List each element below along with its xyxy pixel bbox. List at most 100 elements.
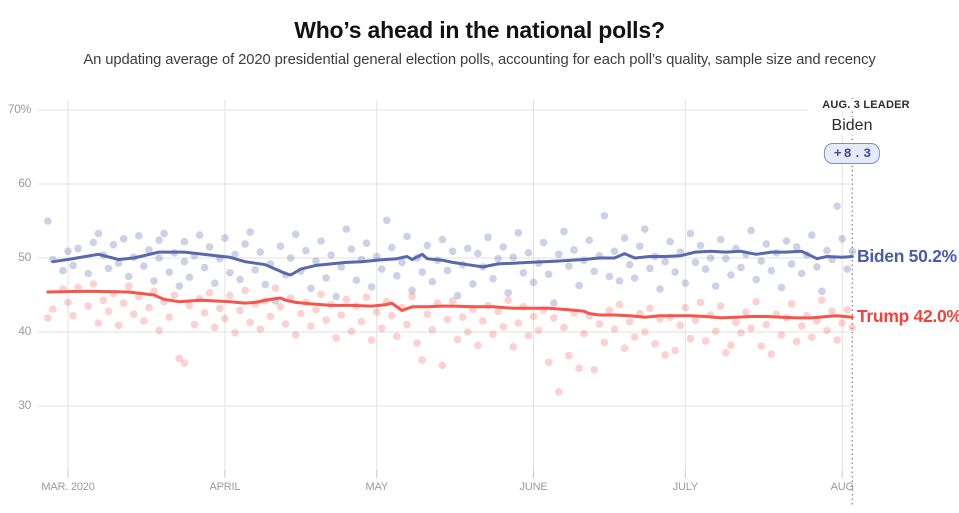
poll-dot-trump[interactable] [256, 325, 265, 333]
poll-dot-trump[interactable] [216, 304, 224, 313]
poll-dot-trump[interactable] [413, 339, 421, 347]
poll-dot-trump[interactable] [307, 322, 315, 330]
poll-dot-trump[interactable] [190, 320, 199, 329]
poll-dot-biden[interactable] [175, 282, 184, 290]
poll-dot-biden[interactable] [494, 254, 502, 263]
poll-dot-biden[interactable] [124, 272, 133, 281]
poll-dot-trump[interactable] [474, 341, 482, 350]
poll-dot-biden[interactable] [362, 239, 371, 247]
poll-dot-biden[interactable] [291, 230, 300, 239]
poll-dot-biden[interactable] [205, 243, 214, 251]
poll-dot-biden[interactable] [610, 247, 619, 256]
poll-dot-biden[interactable] [388, 243, 396, 252]
poll-dot-biden[interactable] [737, 263, 745, 272]
poll-dot-biden[interactable] [560, 227, 568, 236]
poll-dot-biden[interactable] [747, 226, 755, 235]
poll-dot-trump[interactable] [44, 314, 52, 322]
poll-dot-biden[interactable] [600, 212, 609, 220]
poll-dot-trump[interactable] [443, 315, 452, 324]
poll-dot-biden[interactable] [722, 254, 730, 263]
poll-dot-trump[interactable] [367, 336, 376, 344]
poll-dot-trump[interactable] [231, 328, 239, 337]
poll-dot-biden[interactable] [575, 281, 583, 290]
poll-dot-biden[interactable] [620, 234, 629, 242]
poll-dot-trump[interactable] [418, 356, 427, 364]
poll-dot-trump[interactable] [544, 358, 553, 367]
poll-dot-trump[interactable] [145, 303, 153, 312]
poll-dot-trump[interactable] [226, 291, 234, 300]
poll-dot-biden[interactable] [236, 275, 244, 284]
poll-dot-biden[interactable] [514, 229, 523, 237]
poll-dot-biden[interactable] [808, 231, 816, 239]
poll-dot-trump[interactable] [787, 300, 796, 308]
poll-dot-biden[interactable] [752, 275, 760, 284]
poll-dot-trump[interactable] [625, 317, 634, 326]
poll-dot-biden[interactable] [155, 254, 163, 262]
poll-dot-trump[interactable] [727, 341, 735, 350]
poll-dot-biden[interactable] [221, 234, 229, 242]
poll-dot-biden[interactable] [787, 260, 796, 268]
poll-dot-trump[interactable] [114, 321, 123, 330]
poll-dot-trump[interactable] [615, 300, 624, 309]
poll-dot-trump[interactable] [833, 336, 841, 344]
poll-dot-trump[interactable] [641, 328, 649, 336]
poll-dot-trump[interactable] [499, 323, 508, 331]
poll-dot-trump[interactable] [342, 295, 351, 304]
poll-dot-trump[interactable] [732, 318, 740, 327]
poll-dot-biden[interactable] [200, 263, 209, 272]
poll-dot-trump[interactable] [155, 326, 163, 335]
poll-dot-trump[interactable] [565, 351, 573, 360]
poll-dot-biden[interactable] [565, 262, 573, 270]
poll-dot-trump[interactable] [241, 286, 249, 295]
poll-dot-trump[interactable] [590, 365, 598, 374]
poll-dot-trump[interactable] [777, 331, 786, 339]
poll-dot-biden[interactable] [104, 264, 113, 273]
poll-dot-trump[interactable] [403, 320, 411, 329]
poll-dot-trump[interactable] [575, 364, 583, 373]
poll-dot-trump[interactable] [84, 302, 92, 310]
poll-dot-trump[interactable] [236, 306, 244, 315]
poll-dot-trump[interactable] [600, 338, 609, 347]
poll-dot-biden[interactable] [160, 229, 168, 238]
poll-dot-trump[interactable] [560, 323, 568, 332]
poll-dot-biden[interactable] [524, 249, 533, 257]
poll-dot-trump[interactable] [377, 324, 386, 333]
poll-dot-biden[interactable] [347, 245, 356, 253]
poll-dot-trump[interactable] [291, 331, 300, 339]
poll-dot-biden[interactable] [686, 229, 695, 238]
poll-dot-biden[interactable] [570, 246, 578, 254]
poll-dot-biden[interactable] [44, 217, 52, 225]
poll-dot-trump[interactable] [200, 309, 209, 317]
poll-dot-biden[interactable] [641, 225, 649, 233]
poll-dot-trump[interactable] [205, 289, 214, 297]
poll-dot-biden[interactable] [782, 237, 791, 245]
poll-dot-biden[interactable] [312, 257, 320, 265]
poll-dot-biden[interactable] [818, 287, 826, 296]
poll-dot-trump[interactable] [595, 320, 604, 328]
poll-dot-biden[interactable] [691, 258, 700, 267]
poll-dot-trump[interactable] [357, 317, 366, 326]
poll-dot-biden[interactable] [666, 237, 674, 246]
poll-dot-trump[interactable] [737, 328, 745, 337]
poll-dot-biden[interactable] [767, 266, 776, 275]
poll-dot-trump[interactable] [661, 351, 669, 359]
poll-dot-biden[interactable] [195, 231, 204, 239]
poll-dot-trump[interactable] [534, 326, 543, 335]
poll-dot-biden[interactable] [180, 237, 189, 246]
poll-dot-trump[interactable] [843, 306, 851, 314]
poll-dot-biden[interactable] [797, 269, 806, 278]
poll-dot-trump[interactable] [388, 311, 396, 320]
poll-dot-biden[interactable] [590, 267, 598, 276]
poll-dot-biden[interactable] [322, 274, 330, 282]
poll-dot-biden[interactable] [383, 216, 391, 225]
poll-dot-trump[interactable] [74, 283, 82, 292]
poll-dot-biden[interactable] [185, 273, 194, 282]
poll-dot-trump[interactable] [337, 311, 346, 319]
poll-dot-trump[interactable] [610, 325, 619, 333]
poll-dot-biden[interactable] [119, 235, 128, 243]
poll-dot-trump[interactable] [808, 333, 816, 342]
poll-dot-biden[interactable] [625, 260, 634, 269]
poll-dot-trump[interactable] [716, 302, 725, 310]
poll-dot-biden[interactable] [337, 263, 346, 271]
poll-dot-biden[interactable] [838, 235, 846, 243]
